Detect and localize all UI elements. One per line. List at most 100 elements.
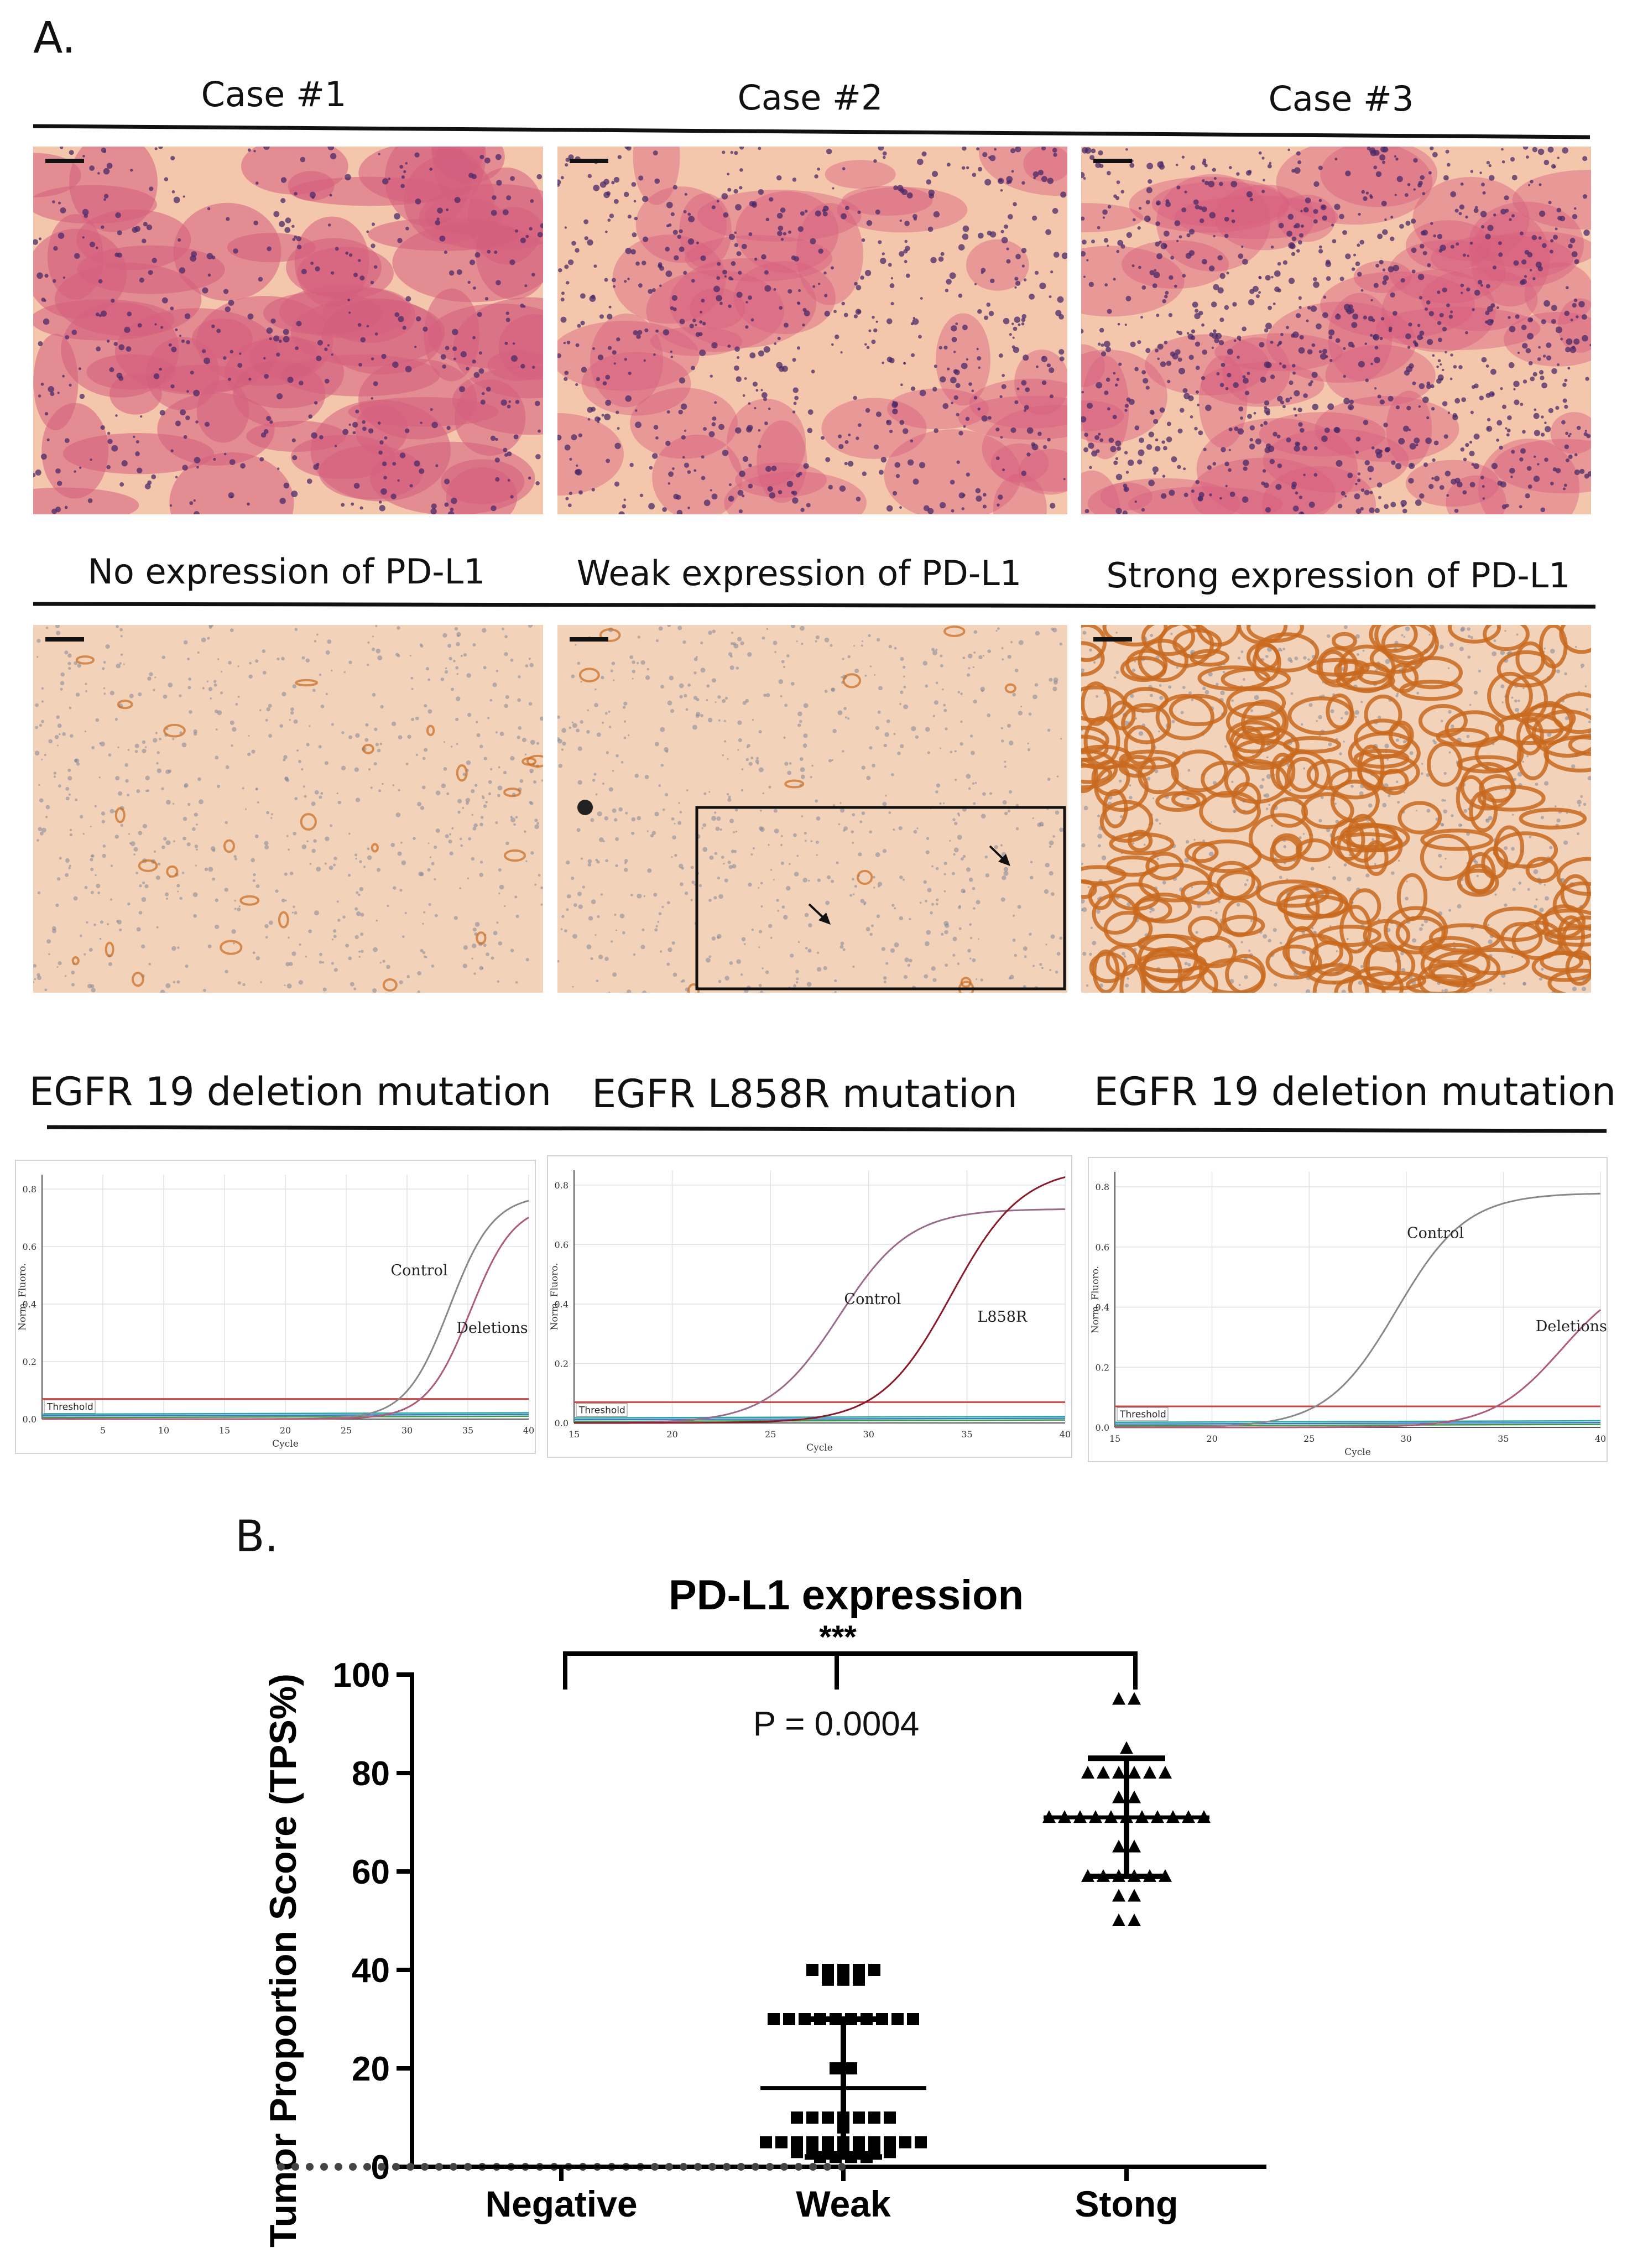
cell-nucleus: [1552, 467, 1557, 472]
cell-nucleus: [616, 337, 620, 342]
cell-nucleus: [1498, 241, 1502, 246]
cell-nucleus: [517, 698, 521, 702]
cell-nucleus: [752, 719, 754, 721]
cell-nucleus: [718, 979, 722, 983]
cell-nucleus: [961, 888, 966, 893]
cell-nucleus: [400, 841, 403, 844]
cell-nucleus: [319, 673, 322, 676]
cell-nucleus: [45, 816, 48, 818]
cell-nucleus: [252, 879, 255, 882]
cell-nucleus: [264, 924, 269, 929]
cell-nucleus: [1420, 230, 1426, 236]
cell-nucleus: [454, 197, 461, 204]
cell-nucleus: [591, 406, 596, 412]
cell-nucleus: [852, 813, 856, 817]
cell-nucleus: [828, 759, 832, 763]
cell-nucleus: [480, 399, 486, 405]
data-point: [378, 2163, 385, 2171]
cell-nucleus: [1300, 427, 1305, 433]
ihc-micrograph-case-3: [1081, 625, 1591, 993]
cell-nucleus: [1053, 153, 1057, 157]
cell-nucleus: [587, 709, 590, 712]
cell-nucleus: [693, 671, 697, 675]
cell-nucleus: [472, 927, 477, 932]
cell-nucleus: [1330, 709, 1334, 713]
cell-nucleus: [693, 884, 696, 886]
cell-nucleus: [181, 339, 185, 343]
cell-nucleus: [277, 657, 280, 660]
cell-nucleus: [1000, 844, 1003, 847]
cell-nucleus: [873, 328, 878, 333]
cell-nucleus: [1051, 892, 1055, 896]
data-point: [651, 2163, 659, 2171]
cell-nucleus: [159, 410, 165, 416]
cell-nucleus: [106, 340, 110, 343]
cell-nucleus: [1047, 178, 1054, 184]
cell-nucleus: [171, 946, 176, 951]
cell-nucleus: [1357, 653, 1359, 656]
cell-nucleus: [817, 167, 820, 171]
cell-nucleus: [138, 692, 142, 696]
cell-nucleus: [625, 811, 628, 815]
cell-nucleus: [708, 791, 711, 793]
cell-nucleus: [977, 938, 979, 940]
cell-nucleus: [890, 277, 894, 280]
cell-nucleus: [671, 817, 675, 821]
cell-nucleus: [345, 174, 351, 181]
cell-nucleus: [1240, 941, 1243, 943]
cell-nucleus: [973, 396, 978, 400]
cell-nucleus: [1403, 791, 1406, 794]
cell-nucleus: [1358, 212, 1361, 216]
cell-nucleus: [296, 244, 302, 249]
he-micrograph-case-1: [33, 147, 543, 514]
mutation-label-2: EGFR L858R mutation: [592, 1071, 1018, 1117]
tissue-region: [1018, 449, 1067, 495]
cell-nucleus: [329, 194, 332, 197]
cell-nucleus: [270, 817, 273, 819]
cell-nucleus: [1096, 695, 1098, 698]
cell-nucleus: [781, 366, 788, 372]
cell-nucleus: [1411, 247, 1417, 253]
cell-nucleus: [926, 930, 931, 935]
cell-nucleus: [1511, 847, 1515, 851]
cell-nucleus: [294, 797, 298, 800]
cell-nucleus: [1450, 353, 1453, 357]
cell-nucleus: [176, 980, 180, 984]
cell-nucleus: [950, 377, 957, 384]
cell-nucleus: [309, 191, 316, 199]
cell-nucleus: [790, 953, 794, 958]
cell-nucleus: [59, 857, 62, 860]
membrane-stain: [1265, 945, 1322, 980]
tissue-region: [321, 299, 443, 375]
x-tick-label: 35: [462, 1425, 473, 1436]
cell-nucleus: [1448, 710, 1452, 714]
cell-nucleus: [569, 457, 572, 461]
cell-nucleus: [722, 450, 729, 456]
cell-nucleus: [1041, 356, 1047, 362]
cell-nucleus: [114, 717, 118, 721]
cell-nucleus: [894, 942, 899, 947]
cell-nucleus: [1418, 405, 1421, 408]
cell-nucleus: [528, 702, 533, 706]
cell-nucleus: [1562, 398, 1567, 403]
cell-nucleus: [1395, 694, 1399, 697]
cell-nucleus: [1032, 964, 1035, 967]
cell-nucleus: [672, 307, 677, 311]
cell-nucleus: [1208, 265, 1215, 272]
cell-nucleus: [1320, 353, 1327, 360]
cell-nucleus: [537, 232, 543, 238]
cell-nucleus: [789, 762, 792, 765]
cell-nucleus: [253, 873, 256, 877]
cell-nucleus: [1276, 434, 1281, 439]
cell-nucleus: [557, 435, 562, 441]
cell-nucleus: [41, 687, 44, 690]
cell-nucleus: [1202, 686, 1206, 691]
cell-nucleus: [663, 329, 670, 336]
cell-nucleus: [1539, 183, 1542, 186]
cell-nucleus: [985, 873, 989, 878]
cell-nucleus: [1496, 306, 1499, 309]
cell-nucleus: [471, 857, 475, 861]
cell-nucleus: [1194, 426, 1198, 431]
x-tick-label: 35: [961, 1429, 972, 1440]
cell-nucleus: [1225, 387, 1229, 390]
